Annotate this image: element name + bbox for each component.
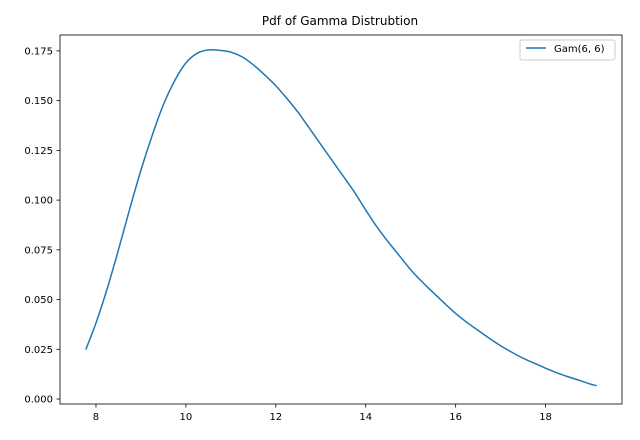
plot-frame bbox=[59, 34, 623, 405]
y-tick-label: 0.075 bbox=[24, 245, 53, 256]
legend: Gam(6, 6) bbox=[519, 39, 616, 61]
legend-box bbox=[519, 39, 616, 61]
y-axis: 0.000 0.025 0.050 0.075 0.100 0.125 0.150 0.175 bbox=[24, 46, 60, 406]
chart-title: Pdf of Gamma Distrubtion bbox=[262, 14, 418, 28]
y-tick-label: 0.150 bbox=[24, 96, 53, 107]
x-tick-label: 16 bbox=[449, 412, 462, 423]
y-tick-label: 0.175 bbox=[24, 46, 53, 57]
x-tick-label: 10 bbox=[180, 412, 193, 423]
series-line-gam-6-6 bbox=[85, 48, 597, 387]
y-tick-label: 0.000 bbox=[24, 395, 53, 406]
y-tick-label: 0.125 bbox=[24, 146, 53, 157]
x-tick-label: 14 bbox=[359, 412, 372, 423]
x-axis: 8 10 12 14 16 18 bbox=[93, 404, 552, 423]
y-tick-label: 0.025 bbox=[24, 345, 53, 356]
y-tick-label: 0.100 bbox=[24, 196, 53, 207]
x-tick-label: 18 bbox=[539, 412, 552, 423]
legend-label-gam-6-6: Gam(6, 6) bbox=[554, 44, 605, 55]
x-tick-label: 8 bbox=[93, 412, 99, 423]
x-tick-label: 12 bbox=[269, 412, 282, 423]
y-tick-label: 0.050 bbox=[24, 295, 53, 306]
plot-area bbox=[60, 35, 622, 404]
